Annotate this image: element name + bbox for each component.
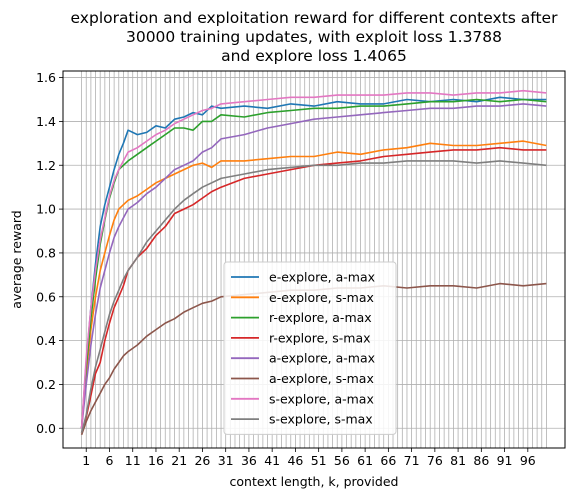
x-tick-label: 91 — [497, 453, 513, 468]
series-line-2 — [80, 140, 547, 429]
legend-entry-label: e-explore, a-max — [269, 270, 375, 285]
legend-entry-label: a-explore, a-max — [269, 351, 375, 366]
x-tick-label: 86 — [473, 453, 489, 468]
x-tick-label: 56 — [334, 453, 350, 468]
series-layer — [80, 89, 547, 436]
x-tick-label: 96 — [520, 453, 536, 468]
y-tick-label: 1.0 — [36, 202, 56, 217]
x-tick-label: 36 — [241, 453, 257, 468]
legend: e-explore, a-max e-explore, s-max r-explor… — [223, 261, 397, 435]
x-tick-label: 41 — [264, 453, 280, 468]
series-line-4 — [80, 146, 547, 433]
x-tick-label: 6 — [106, 453, 114, 468]
x-tick-label: 26 — [194, 453, 210, 468]
legend-entry-label: e-explore, s-max — [269, 290, 374, 305]
x-tick-label: 66 — [380, 453, 396, 468]
y-tick-label: 1.6 — [36, 70, 56, 85]
series-line-8 — [80, 160, 547, 433]
x-axis-label: context length, k, provided — [230, 474, 399, 489]
legend-box — [223, 261, 397, 435]
y-tick-label: 0.6 — [36, 289, 56, 304]
legend-entry-label: r-explore, s-max — [269, 330, 371, 345]
chart-title-line: 30000 training updates, with exploit los… — [126, 28, 502, 46]
x-tick-label: 21 — [171, 453, 187, 468]
x-tick-label: 71 — [404, 453, 420, 468]
legend-entry-label: s-explore, a-max — [269, 391, 374, 406]
x-tick-label: 61 — [357, 453, 373, 468]
series-line-5 — [80, 103, 547, 429]
x-axis: 1 6 11 16 21 26 31 36 41 46 51 56 61 66 71 76 81 86 91 96 — [82, 448, 536, 468]
y-tick-label: 0.4 — [36, 333, 56, 348]
y-tick-label: 1.4 — [36, 114, 56, 129]
x-tick-label: 11 — [125, 453, 141, 468]
x-tick-label: 76 — [427, 453, 443, 468]
y-tick-label: 1.2 — [36, 158, 56, 173]
x-tick-label: 81 — [450, 453, 466, 468]
legend-entry-label: r-explore, a-max — [269, 310, 372, 325]
x-tick-label: 16 — [148, 453, 164, 468]
y-tick-label: 0.0 — [36, 421, 56, 436]
x-tick-label: 51 — [311, 453, 327, 468]
legend-entry-label: s-explore, s-max — [269, 412, 373, 427]
legend-entry-label: a-explore, s-max — [269, 371, 374, 386]
x-tick-label: 46 — [287, 453, 303, 468]
y-tick-label: 0.8 — [36, 245, 56, 260]
plot-frame — [62, 70, 566, 449]
chart-title-line: exploration and exploitation reward for … — [71, 9, 559, 27]
chart-title: exploration and exploitation reward for … — [71, 9, 559, 65]
chart-title-line: and explore loss 1.4065 — [221, 47, 407, 65]
y-tick-label: 0.2 — [36, 377, 56, 392]
x-tick-label: 31 — [218, 453, 234, 468]
y-axis-label: average reward — [9, 210, 24, 308]
y-axis: 0.0 0.2 0.4 0.6 0.8 1.0 1.2 1.4 1.6 — [36, 70, 63, 436]
x-tick-label: 1 — [82, 453, 90, 468]
series-line-1 — [80, 96, 547, 429]
series-line-6 — [80, 282, 547, 436]
series-line-7 — [80, 89, 547, 429]
